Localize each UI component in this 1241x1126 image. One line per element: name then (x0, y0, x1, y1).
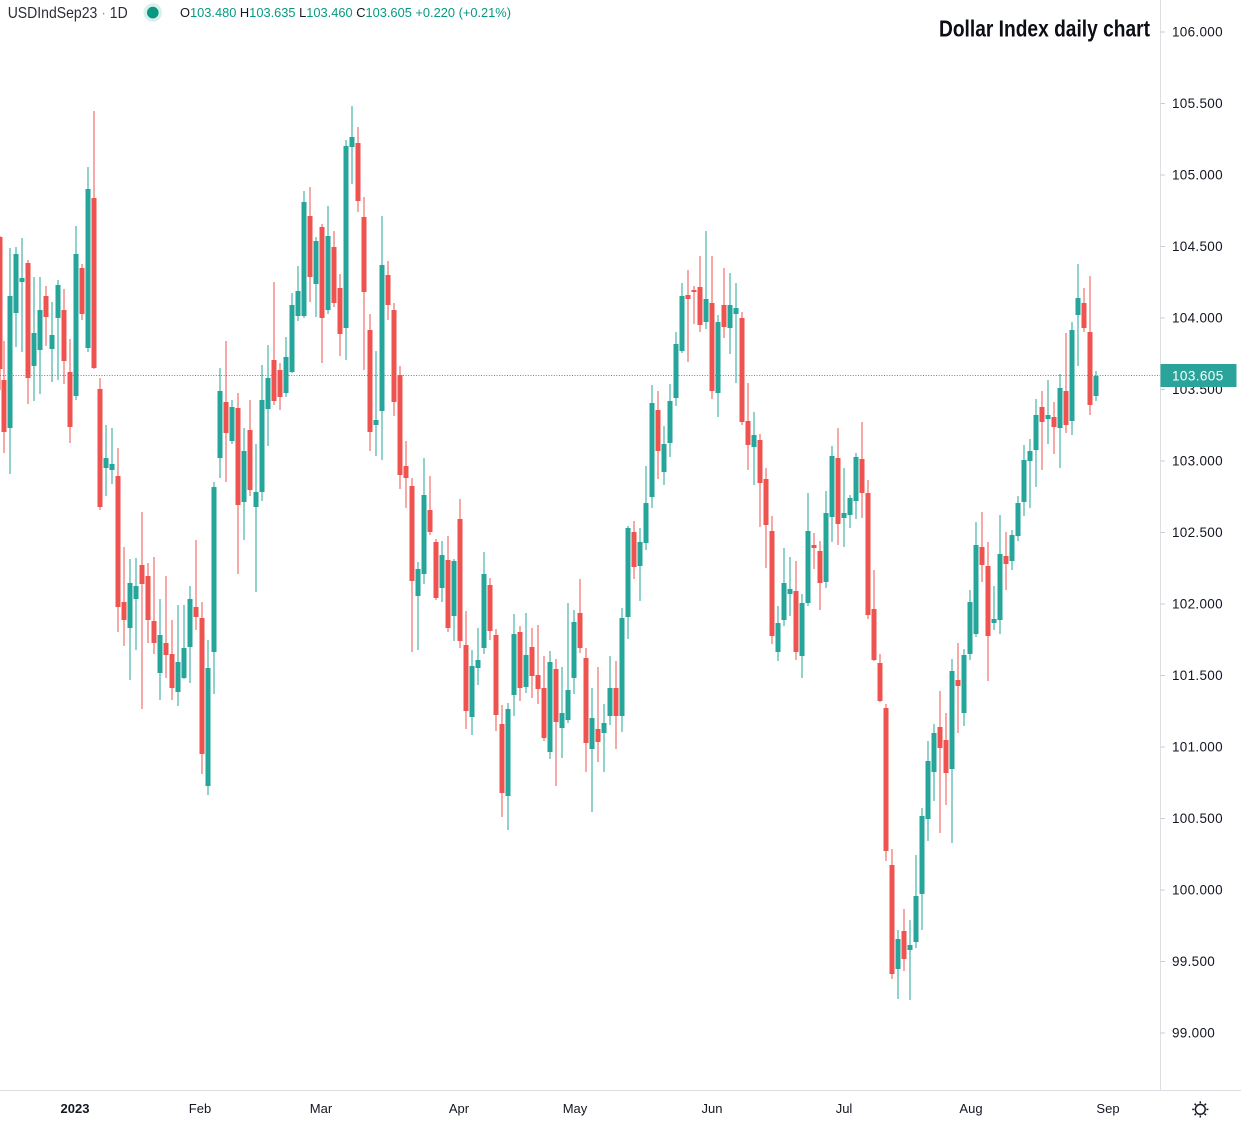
svg-text:Jun: Jun (702, 1101, 723, 1116)
svg-text:102.500: 102.500 (1172, 525, 1223, 540)
svg-text:103.000: 103.000 (1172, 454, 1223, 469)
svg-text:99.000: 99.000 (1172, 1026, 1215, 1041)
svg-text:2023: 2023 (61, 1101, 90, 1116)
svg-text:O103.480 H103.635 L103.460 C10: O103.480 H103.635 L103.460 C103.605 +0.2… (180, 6, 511, 20)
svg-text:Jul: Jul (836, 1101, 853, 1116)
svg-text:USDIndSep23 · 1D: USDIndSep23 · 1D (8, 5, 128, 22)
svg-text:May: May (563, 1101, 588, 1116)
svg-text:100.000: 100.000 (1172, 883, 1223, 898)
svg-text:100.500: 100.500 (1172, 811, 1223, 826)
svg-text:103.605: 103.605 (1172, 369, 1224, 384)
svg-text:Feb: Feb (189, 1101, 211, 1116)
svg-text:Apr: Apr (449, 1101, 470, 1116)
svg-text:101.000: 101.000 (1172, 740, 1223, 755)
svg-text:104.000: 104.000 (1172, 311, 1223, 326)
svg-text:Sep: Sep (1096, 1101, 1119, 1116)
svg-text:Aug: Aug (959, 1101, 982, 1116)
svg-text:105.000: 105.000 (1172, 168, 1223, 183)
svg-text:106.000: 106.000 (1172, 25, 1223, 40)
svg-text:105.500: 105.500 (1172, 96, 1223, 111)
svg-text:102.000: 102.000 (1172, 597, 1223, 612)
svg-text:104.500: 104.500 (1172, 239, 1223, 254)
svg-text:99.500: 99.500 (1172, 954, 1215, 969)
svg-text:Mar: Mar (310, 1101, 333, 1116)
svg-text:101.500: 101.500 (1172, 668, 1223, 683)
svg-text:Dollar Index daily chart: Dollar Index daily chart (939, 16, 1150, 42)
